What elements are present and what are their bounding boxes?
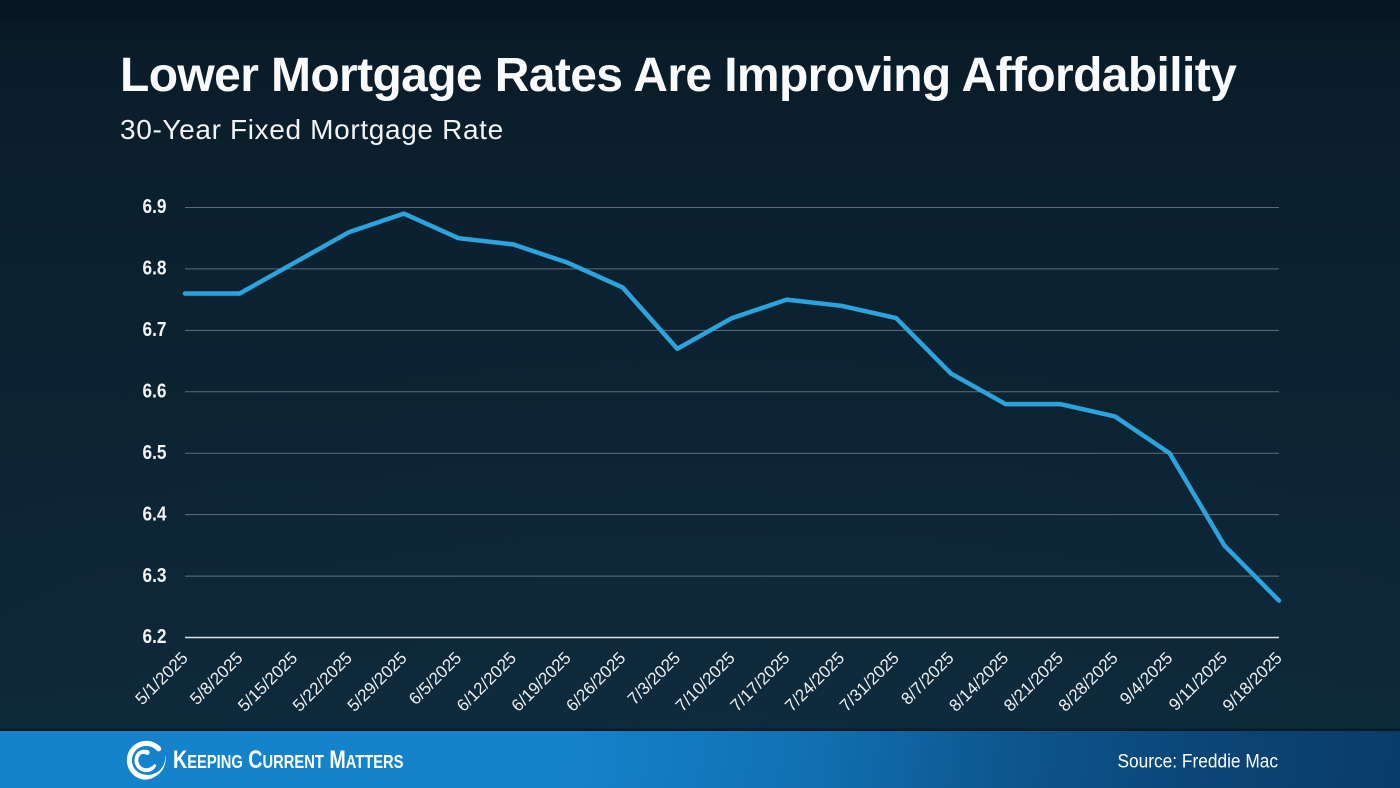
svg-text:7/31/2025: 7/31/2025 bbox=[836, 648, 903, 715]
svg-text:6.6: 6.6 bbox=[143, 381, 167, 403]
svg-text:6.8: 6.8 bbox=[143, 258, 167, 280]
svg-text:6.2: 6.2 bbox=[143, 626, 167, 648]
svg-text:5/1/2025: 5/1/2025 bbox=[132, 648, 192, 708]
svg-text:6.9: 6.9 bbox=[143, 196, 167, 218]
svg-text:6.3: 6.3 bbox=[143, 565, 167, 587]
svg-text:6.5: 6.5 bbox=[143, 442, 167, 464]
svg-text:6/26/2025: 6/26/2025 bbox=[563, 648, 630, 715]
svg-text:8/28/2025: 8/28/2025 bbox=[1055, 648, 1122, 715]
svg-text:6.7: 6.7 bbox=[143, 319, 167, 341]
svg-text:KEEPING CURRENT MATTERS: KEEPING CURRENT MATTERS bbox=[173, 746, 404, 774]
svg-text:5/29/2025: 5/29/2025 bbox=[344, 648, 411, 715]
svg-text:6.4: 6.4 bbox=[143, 503, 168, 525]
svg-text:Source: Freddie Mac: Source: Freddie Mac bbox=[1118, 751, 1279, 773]
svg-text:9/18/2025: 9/18/2025 bbox=[1219, 648, 1286, 715]
